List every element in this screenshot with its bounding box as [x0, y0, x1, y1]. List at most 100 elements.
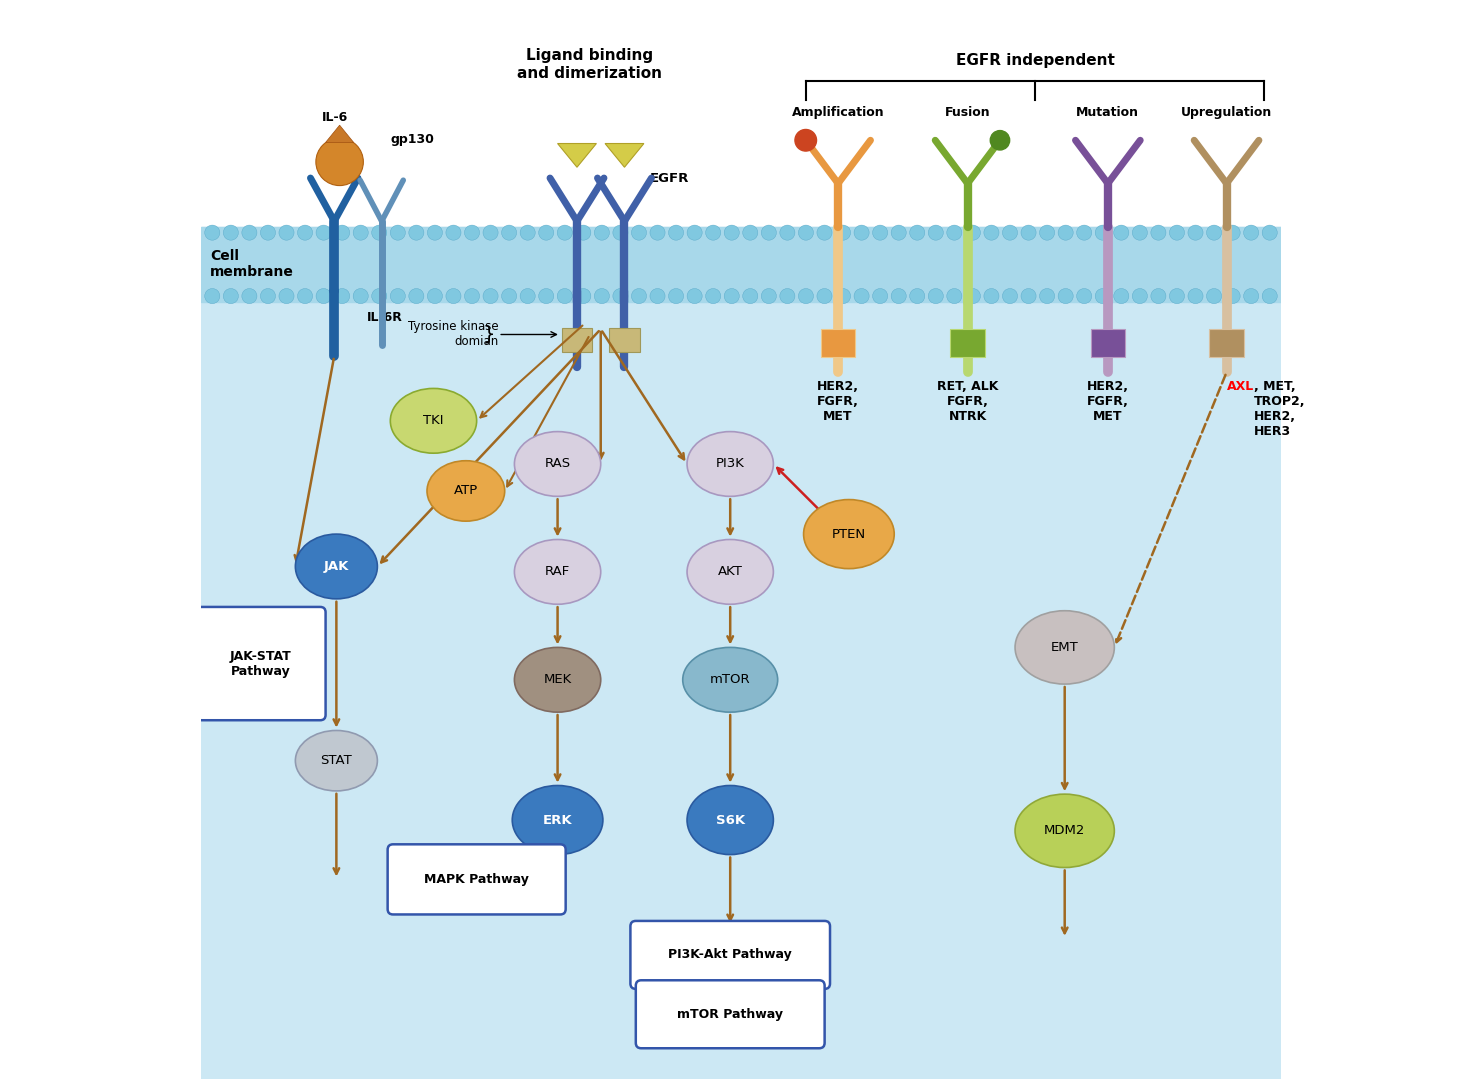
Bar	[1209, 329, 1243, 357]
Circle shape	[224, 226, 239, 241]
Bar	[202, 227, 1280, 302]
Circle shape	[1243, 288, 1258, 303]
Text: TKI: TKI	[424, 414, 443, 427]
Circle shape	[464, 226, 480, 241]
Circle shape	[1206, 288, 1221, 303]
Circle shape	[873, 288, 888, 303]
Ellipse shape	[295, 730, 378, 791]
Circle shape	[668, 288, 683, 303]
Text: PI3K: PI3K	[716, 457, 744, 470]
Text: JAK: JAK	[323, 560, 350, 573]
Circle shape	[799, 226, 814, 241]
Text: MAPK Pathway: MAPK Pathway	[424, 873, 529, 886]
Circle shape	[688, 288, 702, 303]
Circle shape	[1002, 288, 1018, 303]
Text: MEK: MEK	[544, 673, 572, 686]
Circle shape	[947, 288, 962, 303]
Circle shape	[501, 226, 517, 241]
Text: RET, ALK
FGFR,
NTRK: RET, ALK FGFR, NTRK	[937, 380, 999, 423]
Text: ERK: ERK	[542, 814, 572, 827]
Circle shape	[1263, 226, 1277, 241]
Circle shape	[594, 288, 609, 303]
Text: PI3K-Akt Pathway: PI3K-Akt Pathway	[668, 948, 791, 961]
Circle shape	[372, 288, 387, 303]
Circle shape	[1152, 226, 1166, 241]
Circle shape	[261, 288, 276, 303]
Circle shape	[1226, 288, 1240, 303]
Circle shape	[651, 288, 665, 303]
Circle shape	[1002, 226, 1018, 241]
Text: IL-6: IL-6	[322, 111, 348, 124]
Circle shape	[1114, 226, 1129, 241]
Circle shape	[353, 288, 368, 303]
Circle shape	[780, 288, 794, 303]
Text: AXL: AXL	[1227, 380, 1254, 393]
Circle shape	[705, 288, 720, 303]
Circle shape	[984, 288, 999, 303]
Polygon shape	[557, 144, 596, 167]
Circle shape	[1058, 288, 1073, 303]
Circle shape	[520, 226, 535, 241]
Text: gp130: gp130	[390, 133, 434, 146]
Circle shape	[873, 226, 888, 241]
Text: MDM2: MDM2	[1043, 824, 1085, 837]
Circle shape	[1206, 226, 1221, 241]
Circle shape	[1058, 226, 1073, 241]
Circle shape	[279, 226, 293, 241]
Circle shape	[965, 288, 981, 303]
Polygon shape	[605, 144, 643, 167]
Circle shape	[557, 226, 572, 241]
Circle shape	[1114, 288, 1129, 303]
Circle shape	[1189, 288, 1203, 303]
Text: S6K: S6K	[716, 814, 745, 827]
Text: RAF: RAF	[545, 565, 571, 578]
Bar	[202, 227, 1280, 1079]
Circle shape	[483, 288, 498, 303]
Circle shape	[817, 226, 831, 241]
Circle shape	[1226, 226, 1240, 241]
Circle shape	[762, 226, 777, 241]
Text: STAT: STAT	[320, 754, 353, 767]
FancyBboxPatch shape	[388, 844, 566, 915]
Circle shape	[242, 288, 256, 303]
Ellipse shape	[427, 461, 505, 521]
Circle shape	[836, 288, 851, 303]
Text: EGFR: EGFR	[649, 172, 689, 185]
Circle shape	[984, 226, 999, 241]
Text: }: }	[483, 325, 495, 344]
Circle shape	[614, 288, 628, 303]
Bar	[202, 0, 1280, 227]
Circle shape	[1152, 288, 1166, 303]
Ellipse shape	[390, 388, 477, 453]
Ellipse shape	[688, 786, 774, 855]
Circle shape	[594, 226, 609, 241]
Circle shape	[891, 288, 906, 303]
Circle shape	[316, 226, 330, 241]
Circle shape	[1095, 226, 1110, 241]
Circle shape	[762, 288, 777, 303]
Polygon shape	[326, 125, 354, 142]
Text: Mutation: Mutation	[1076, 106, 1140, 119]
Text: Amplification: Amplification	[791, 106, 885, 119]
Ellipse shape	[803, 500, 894, 569]
Circle shape	[316, 138, 363, 186]
Bar	[950, 329, 986, 357]
Circle shape	[1169, 226, 1184, 241]
Circle shape	[205, 288, 219, 303]
Circle shape	[316, 288, 330, 303]
Circle shape	[353, 226, 368, 241]
Circle shape	[372, 226, 387, 241]
Circle shape	[928, 288, 944, 303]
Circle shape	[1132, 288, 1147, 303]
Circle shape	[1095, 288, 1110, 303]
Bar	[609, 328, 640, 352]
Circle shape	[279, 288, 293, 303]
Text: , MET,
TROP2,
HER2,
HER3: , MET, TROP2, HER2, HER3	[1254, 380, 1306, 438]
FancyBboxPatch shape	[196, 606, 326, 721]
Circle shape	[854, 226, 868, 241]
Circle shape	[335, 226, 350, 241]
Circle shape	[261, 226, 276, 241]
Circle shape	[427, 288, 443, 303]
Circle shape	[464, 288, 480, 303]
Text: AKT: AKT	[717, 565, 742, 578]
